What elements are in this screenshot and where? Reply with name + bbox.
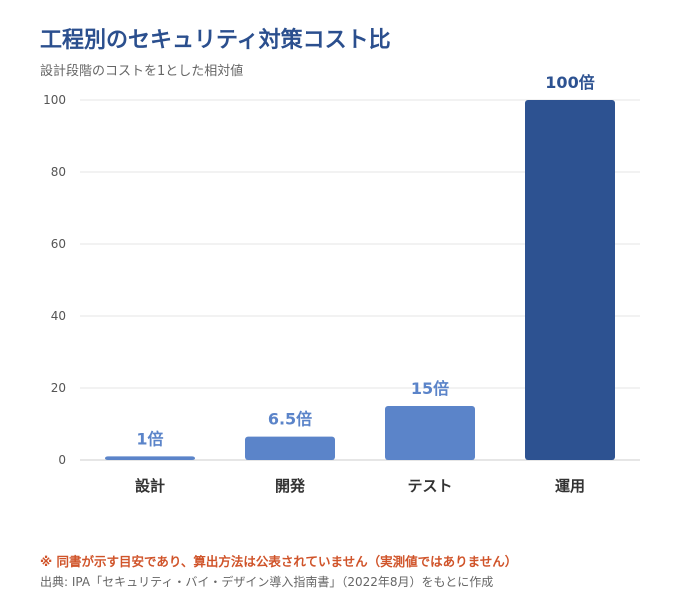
x-category-label: 運用 [555,477,585,495]
data-label: 100倍 [545,73,594,92]
x-category-label: テスト [407,477,452,495]
data-label: 6.5倍 [268,410,312,429]
bar [525,100,615,460]
chart-title: 工程別のセキュリティ対策コスト比 [40,28,391,53]
x-category-label: 設計 [135,477,165,495]
y-tick-label: 20 [51,381,66,395]
data-label: 15倍 [411,379,449,398]
bar [385,406,475,460]
data-label: 1倍 [136,429,163,448]
y-tick-label: 0 [58,453,66,467]
y-tick-label: 100 [43,93,66,107]
chart-subtitle: 設計段階のコストを1とした相対値 [40,64,244,79]
bar [105,456,195,460]
y-tick-label: 60 [51,237,66,251]
y-tick-label: 80 [51,165,66,179]
bar [245,436,335,460]
x-category-label: 開発 [275,477,306,495]
source-citation: 出典: IPA「セキュリティ・バイ・デザイン導入指南書」（2022年8月）をもと… [40,575,494,589]
y-tick-label: 40 [51,309,66,323]
disclaimer-note: ※ 同書が示す目安であり、算出方法は公表されていません（実測値ではありません） [40,554,518,569]
